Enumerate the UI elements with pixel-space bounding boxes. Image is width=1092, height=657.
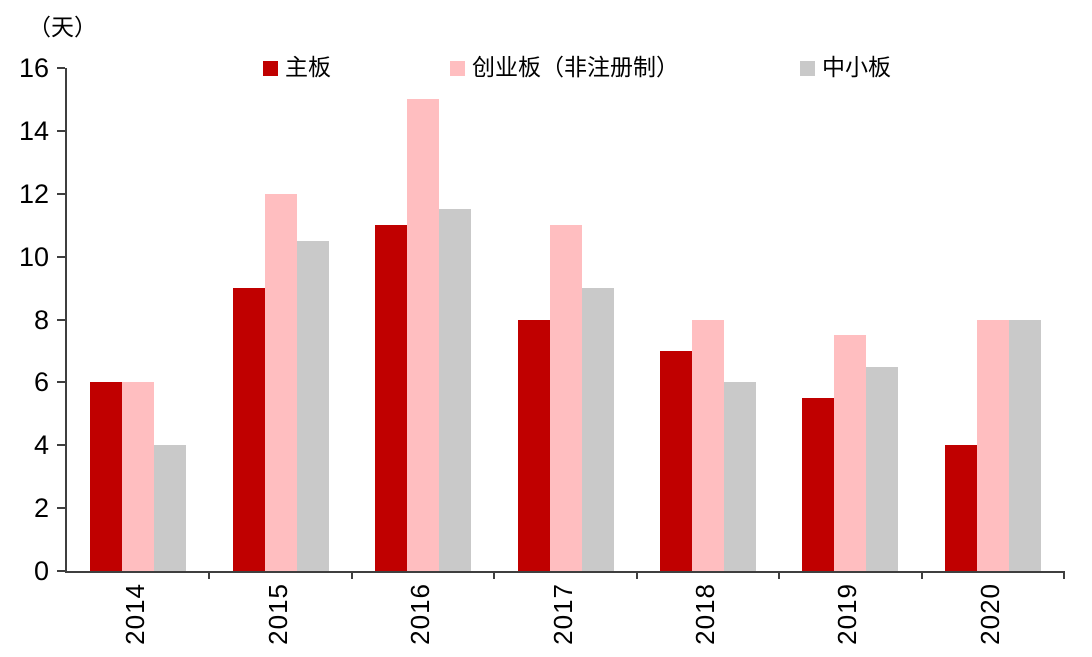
x-axis-label-2016: 2016 (405, 583, 436, 645)
y-axis-tick-label: 4 (33, 430, 49, 461)
legend-item-chuangyeban: 创业板（非注册制） (450, 57, 679, 80)
y-axis-tick-label: 16 (18, 53, 49, 83)
y-axis-unit-label: （天） (28, 15, 97, 41)
legend-label-zhongxiaoban: 中小板 (822, 55, 891, 81)
legend-swatch-zhuban (263, 61, 278, 76)
bar-2020-series1 (976, 319, 1009, 571)
x-axis-label-2018: 2018 (689, 583, 720, 645)
bar-2014-series2 (154, 445, 187, 571)
y-axis-tick (57, 255, 65, 258)
bar-2018-series1 (691, 319, 724, 571)
y-axis-tick (57, 444, 65, 447)
bar-2017-series2 (581, 288, 614, 571)
bar-2015-series1 (264, 193, 297, 571)
x-axis-tick (208, 571, 211, 579)
x-axis-label-2019: 2019 (832, 583, 863, 645)
y-axis-tick (57, 570, 65, 572)
plot-area: 0 2 4 6 8 10 12 14 16 2014 2015 2016 2017 2018 2019 202… (19, 55, 1065, 645)
legend-swatch-zhongxiaoban (800, 61, 815, 76)
x-axis-label-2017: 2017 (547, 583, 578, 645)
legend-swatch-chuangyeban (450, 61, 465, 76)
bar-2016-series1 (407, 99, 440, 571)
bar-2019-series0 (802, 398, 835, 571)
x-axis-label-2015: 2015 (262, 583, 293, 645)
bar-2015-series0 (232, 288, 265, 571)
y-axis-tick-label: 8 (33, 304, 49, 335)
y-axis-tick (57, 318, 65, 321)
legend-item-zhongxiaoban: 中小板 (800, 57, 891, 80)
x-axis-tick (778, 571, 781, 579)
x-axis-label-2020: 2020 (974, 583, 1005, 645)
x-axis-tick (920, 571, 923, 579)
bar-2020-series2 (1008, 319, 1041, 571)
legend-label-chuangyeban: 创业板（非注册制） (472, 55, 679, 81)
bar-2017-series1 (549, 225, 582, 571)
bar-2018-series0 (659, 350, 692, 571)
y-axis-tick-label: 0 (33, 556, 49, 586)
bar-2016-series2 (439, 209, 472, 571)
y-axis-tick (57, 192, 65, 195)
bar-2018-series2 (723, 382, 756, 571)
y-axis-tick (57, 129, 65, 132)
x-axis-tick (493, 571, 496, 579)
bar-2019-series1 (834, 335, 867, 571)
legend-label-zhuban: 主板 (285, 55, 331, 81)
bar-2016-series0 (375, 225, 408, 571)
x-axis-tick (635, 571, 638, 579)
bar-2014-series1 (122, 382, 155, 571)
y-axis-tick (57, 507, 65, 510)
y-axis-tick (57, 67, 65, 69)
y-axis-tick-label: 10 (18, 241, 49, 272)
bar-2020-series0 (944, 445, 977, 571)
y-axis-tick-label: 14 (18, 115, 49, 146)
bar-2014-series0 (90, 382, 123, 571)
x-axis-label-2014: 2014 (120, 583, 151, 645)
bar-2017-series0 (517, 319, 550, 571)
y-axis-tick (57, 381, 65, 384)
y-axis-tick-label: 2 (33, 493, 49, 524)
x-axis-tick (1063, 571, 1065, 579)
y-axis-tick-label: 6 (33, 367, 49, 398)
y-axis-tick-label: 12 (18, 178, 49, 209)
x-axis-tick (350, 571, 353, 579)
legend-item-zhuban: 主板 (263, 57, 331, 80)
bar-2019-series2 (866, 366, 899, 571)
bar-2015-series2 (296, 240, 329, 571)
